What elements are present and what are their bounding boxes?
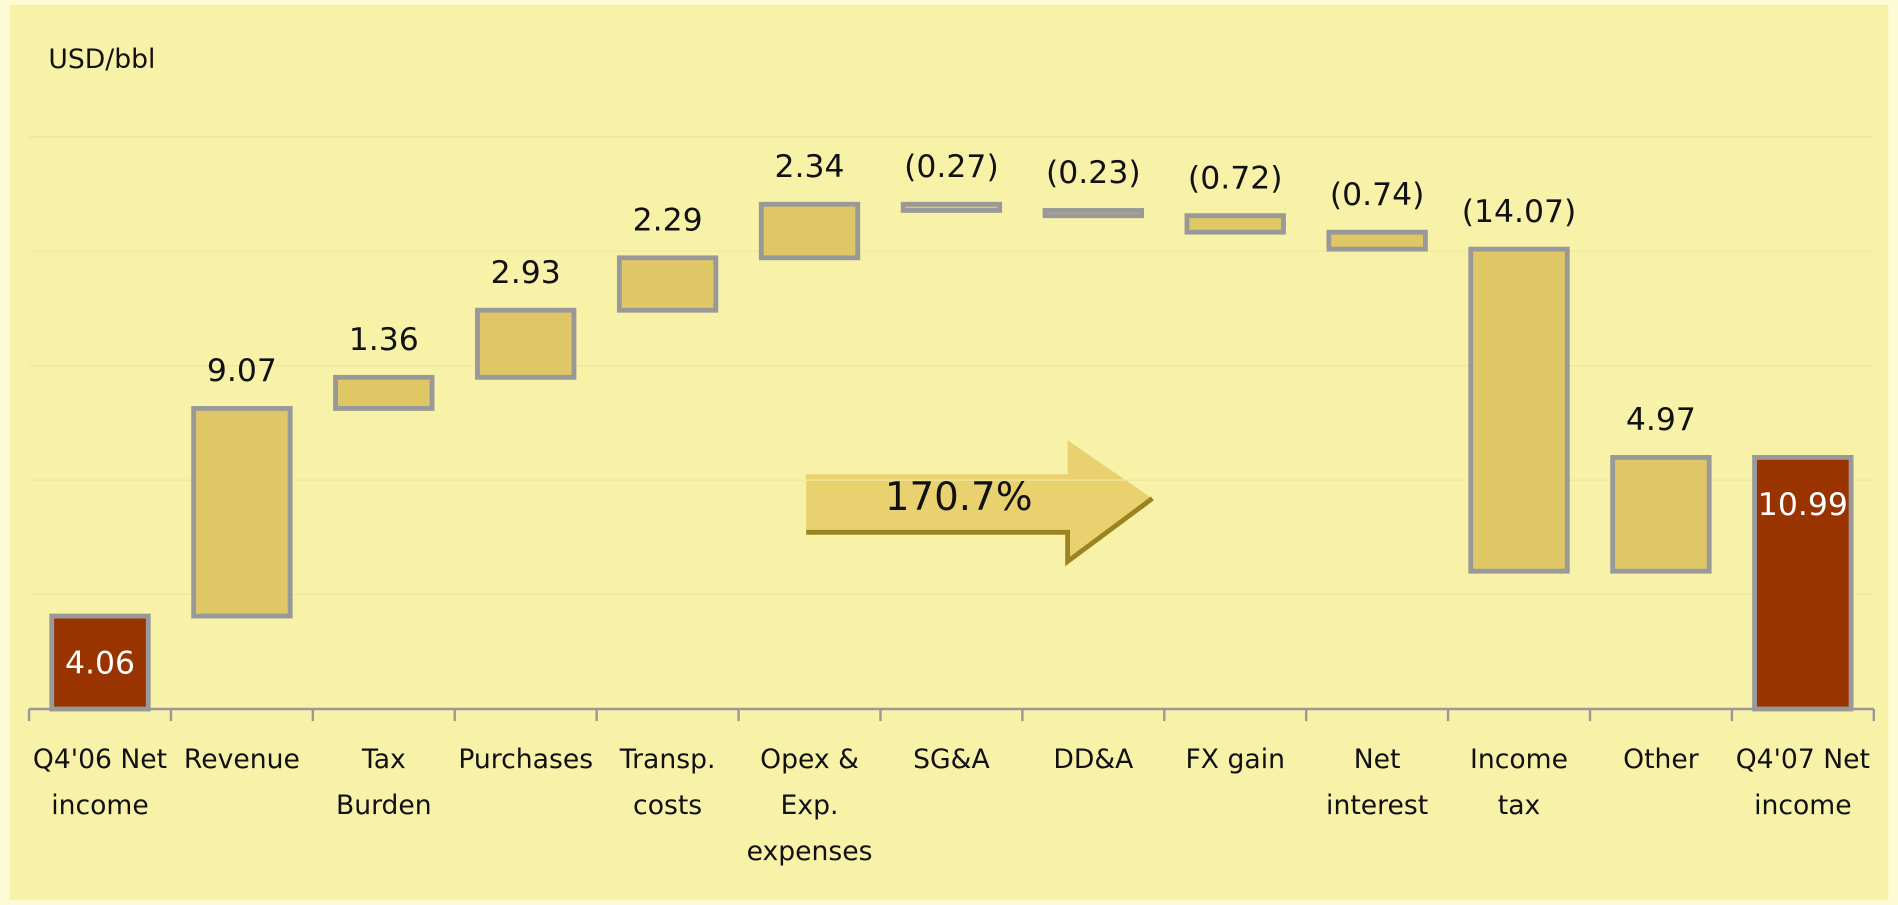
unit-label: USD/bbl [48, 44, 155, 75]
bar [758, 201, 861, 261]
bar [475, 307, 577, 380]
total-bar [49, 613, 151, 712]
value-label: 10.99 [1758, 487, 1848, 523]
arrow-shadow [806, 496, 1154, 567]
x-tick-label-line: interest [1326, 789, 1428, 820]
x-tick-label-line: expenses [747, 835, 873, 866]
x-tick-label-line: Burden [336, 789, 432, 820]
value-label: 9.07 [207, 353, 277, 389]
bar [191, 406, 293, 619]
x-tick-label-line: Q4'07 Net [1736, 743, 1870, 774]
value-label: 4.97 [1626, 402, 1696, 438]
x-tick-label-line: Purchases [458, 743, 593, 774]
bar [1184, 213, 1286, 235]
x-tick-label-line: Tax [361, 743, 406, 774]
value-label: (0.72) [1188, 160, 1283, 196]
x-tick-label: DD&A [1053, 743, 1133, 774]
value-label: (0.74) [1330, 177, 1425, 213]
x-tick-label: Q4'07 Net income [1736, 743, 1870, 820]
x-tick-label-line: SG&A [913, 743, 989, 774]
x-tick-label-line: Other [1623, 743, 1699, 774]
x-tick-label-line: income [1754, 789, 1851, 820]
bar [1326, 229, 1428, 252]
value-label: 2.29 [633, 203, 703, 239]
x-tick-label-line: DD&A [1053, 743, 1133, 774]
x-tick-label-line: Q4'06 Net [33, 743, 167, 774]
x-tick-label-line: FX gain [1185, 743, 1284, 774]
x-tick-label-line: income [51, 789, 148, 820]
x-tick-label-line: costs [633, 789, 702, 820]
x-tick-label: SG&A [913, 743, 989, 774]
value-label: 4.06 [65, 645, 135, 681]
bar [616, 255, 719, 313]
value-label: 1.36 [349, 322, 419, 358]
bar [1610, 455, 1712, 574]
annotation: 170.7% [885, 475, 1033, 520]
value-label: 2.34 [774, 149, 844, 185]
x-tick-label: Transp. costs [619, 743, 716, 820]
bar [333, 374, 435, 411]
x-tick-label: Opex & Exp. expenses [747, 743, 873, 866]
x-tick-label-line: Income [1470, 743, 1568, 774]
x-tick-label: Other [1623, 743, 1699, 774]
bar [1468, 246, 1570, 574]
x-tick-label: Revenue [184, 743, 300, 774]
x-tick-label: Tax Burden [336, 743, 432, 820]
value-label: (0.23) [1046, 155, 1141, 191]
x-tick-label-line: Exp. [781, 789, 839, 820]
x-tick-label: Q4'06 Net income [33, 743, 167, 820]
bar [900, 201, 1003, 213]
x-tick-label-line: Revenue [184, 743, 300, 774]
value-label: 2.93 [491, 255, 561, 291]
x-tick-label-line: Transp. [619, 743, 716, 774]
x-tick-label: Income tax [1470, 743, 1568, 820]
x-tick-label: Net interest [1326, 743, 1428, 820]
value-label: (0.27) [904, 149, 999, 185]
bar [1042, 208, 1144, 219]
x-tick-label-line: tax [1498, 789, 1541, 820]
total-bar [1752, 455, 1854, 712]
x-tick-label: Purchases [458, 743, 593, 774]
plot-background [9, 4, 1889, 901]
x-tick-label-line: Opex & [760, 743, 859, 774]
x-tick-label-line: Net [1354, 743, 1401, 774]
x-tick-label: FX gain [1185, 743, 1284, 774]
arrow: 170.7% [806, 440, 1154, 567]
value-label: (14.07) [1462, 194, 1577, 230]
